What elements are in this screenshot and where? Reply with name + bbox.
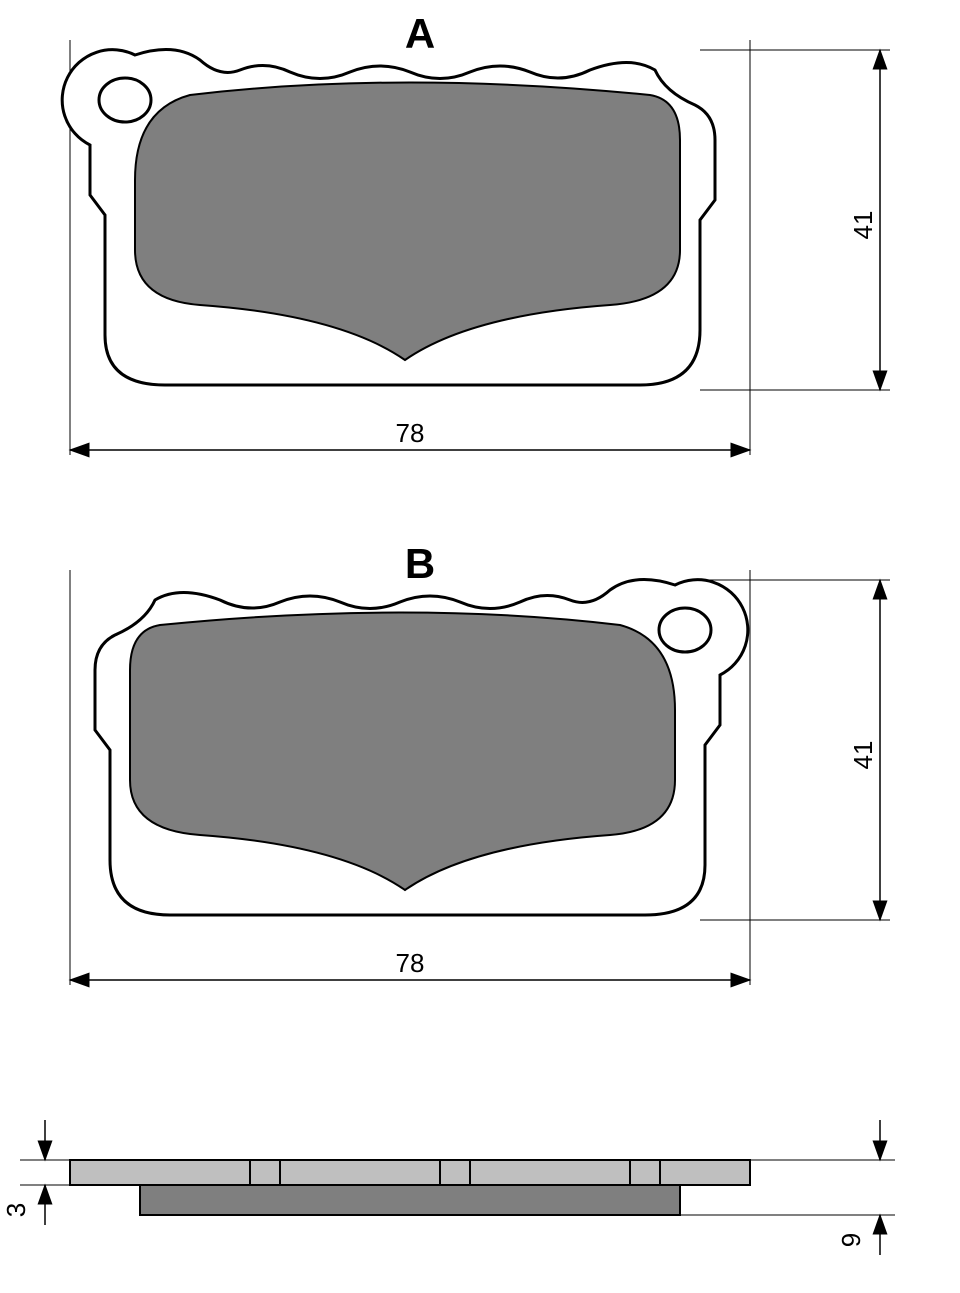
- dim-b-height: 41: [848, 741, 878, 770]
- diagram-canvas: A 78 41 B 78 41: [0, 0, 960, 1293]
- dim-a-width: 78: [396, 418, 425, 448]
- dim-a-height: 41: [848, 211, 878, 240]
- side-friction: [140, 1185, 680, 1215]
- part-b-label: B: [405, 540, 435, 587]
- pad-b-hole: [659, 608, 711, 652]
- side-view-group: 3 9: [1, 1120, 895, 1255]
- diagram-svg: A 78 41 B 78 41: [0, 0, 960, 1293]
- dim-b-width: 78: [396, 948, 425, 978]
- part-a-label: A: [405, 10, 435, 57]
- pad-a-hole: [99, 78, 151, 122]
- part-b-group: B 78 41: [70, 540, 890, 985]
- part-a-group: A 78 41: [62, 10, 890, 455]
- side-backing: [70, 1160, 750, 1185]
- dim-side-total: 9: [836, 1233, 866, 1247]
- dim-side-backing: 3: [1, 1203, 31, 1217]
